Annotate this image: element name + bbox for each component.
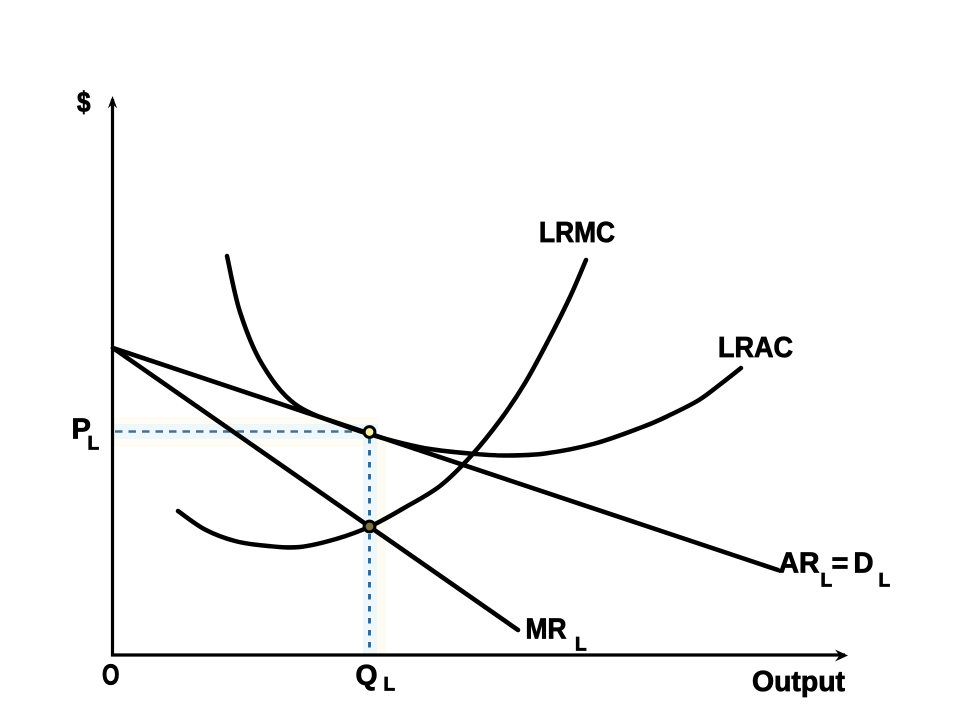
svg-text:Q: Q [356,660,378,692]
svg-text:LRAC: LRAC [718,332,793,364]
svg-text:L: L [88,434,100,455]
svg-text:L: L [879,571,891,592]
svg-text:Output: Output [752,666,845,698]
svg-text:LRMC: LRMC [539,217,615,249]
svg-text:P: P [72,414,91,446]
svg-text:L: L [384,675,396,696]
svg-text:O: O [102,660,120,692]
svg-text:MR: MR [526,614,567,646]
svg-text:L: L [821,571,833,592]
svg-text:L: L [575,635,587,656]
svg-text:D: D [854,548,874,580]
svg-text:$: $ [77,87,91,119]
svg-text:AR: AR [779,548,820,580]
svg-text:=: = [832,548,849,580]
